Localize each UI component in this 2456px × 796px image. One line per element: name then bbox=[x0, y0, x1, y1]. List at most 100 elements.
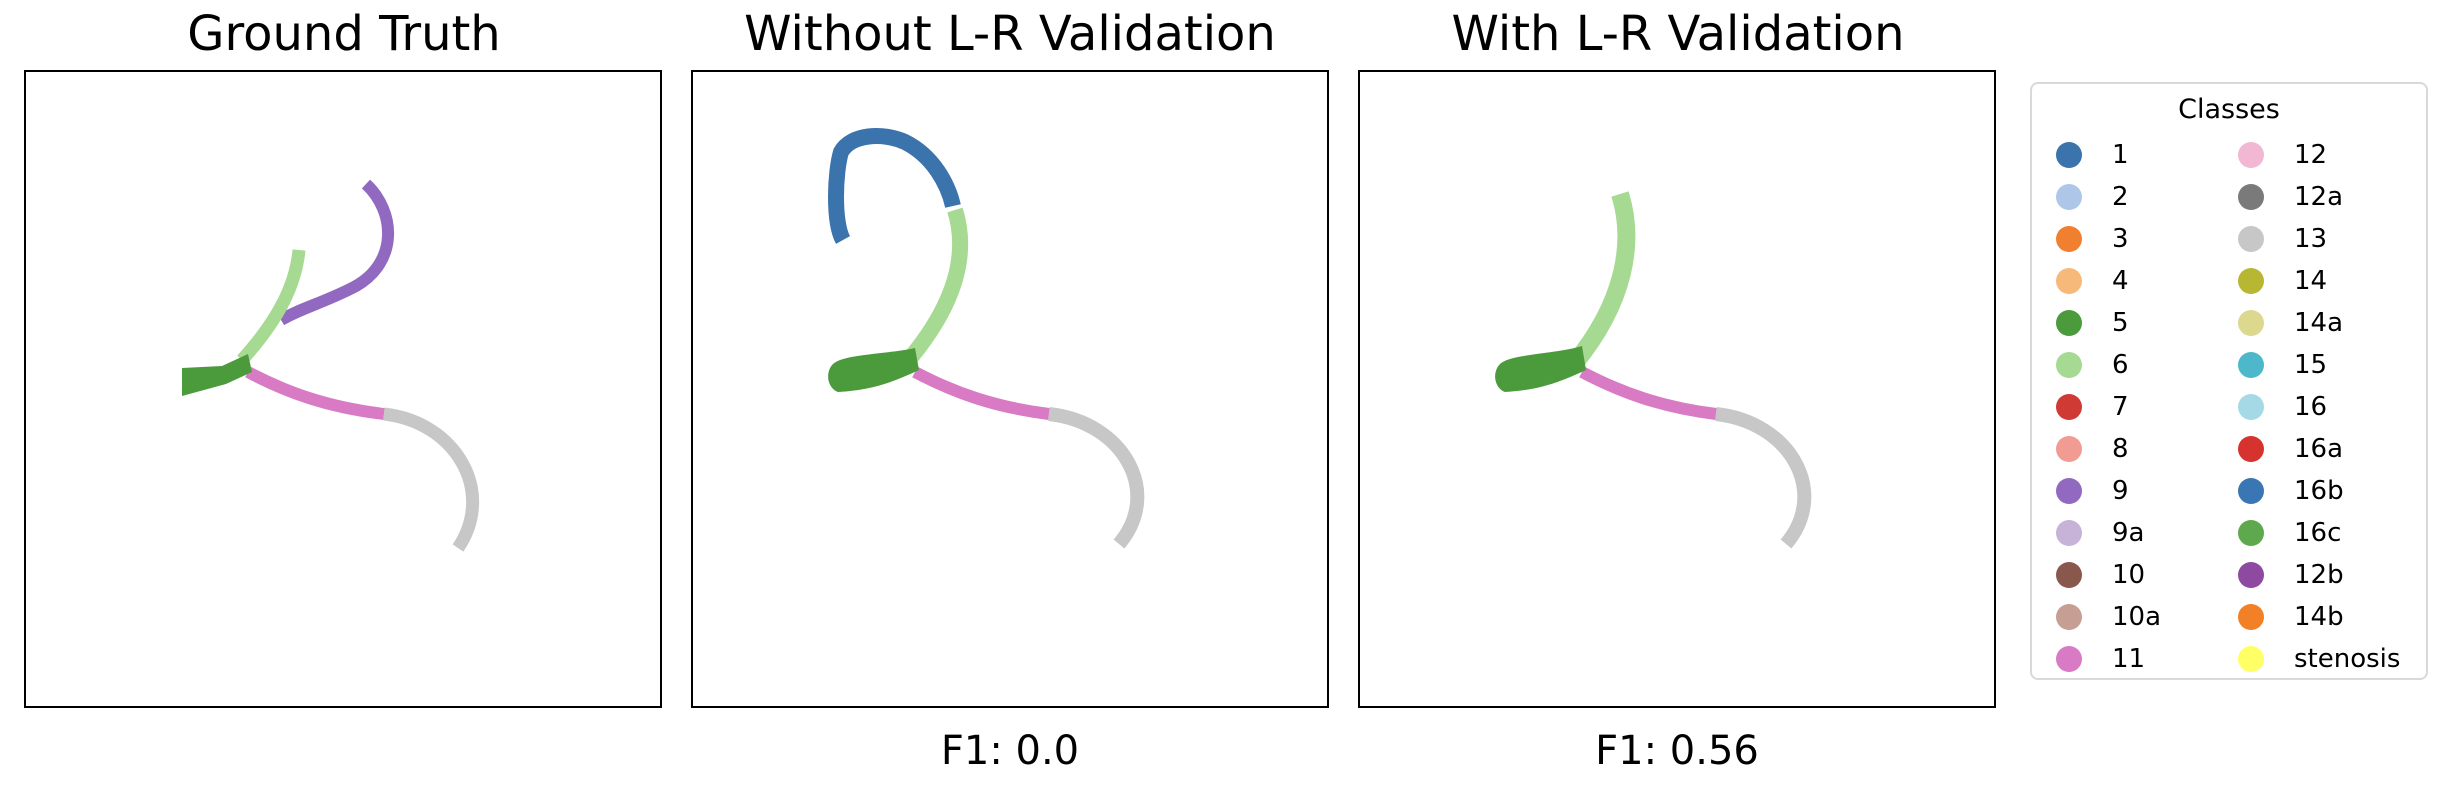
legend-item: 10 bbox=[2056, 554, 2161, 596]
legend-item: 16 bbox=[2238, 386, 2400, 428]
legend-label: 16b bbox=[2294, 476, 2344, 506]
panel-with-lr bbox=[1358, 70, 1996, 708]
legend-label: 2 bbox=[2112, 182, 2129, 212]
panel-title-without-lr: Without L-R Validation bbox=[744, 6, 1276, 62]
legend-swatch bbox=[2056, 142, 2082, 168]
legend-item: stenosis bbox=[2238, 638, 2400, 680]
legend-item: 14b bbox=[2238, 596, 2400, 638]
legend-swatch bbox=[2056, 268, 2082, 294]
legend-item: 9 bbox=[2056, 470, 2161, 512]
legend-item: 10a bbox=[2056, 596, 2161, 638]
legend-label: 1 bbox=[2112, 140, 2129, 170]
legend-item: 16b bbox=[2238, 470, 2400, 512]
vessel-segment-5 bbox=[1495, 346, 1586, 392]
vessel-segment-6 bbox=[900, 207, 969, 368]
vessel-segmentation-with-lr bbox=[1495, 191, 1812, 549]
legend-label: 16c bbox=[2294, 518, 2342, 548]
f1-score-with-lr: F1: 0.56 bbox=[1595, 728, 1759, 774]
legend-label: 10 bbox=[2112, 560, 2146, 590]
legend-item: 16a bbox=[2238, 428, 2400, 470]
legend-item: 4 bbox=[2056, 260, 2161, 302]
legend-label: stenosis bbox=[2294, 644, 2401, 674]
legend-swatch bbox=[2238, 394, 2264, 420]
legend-label: 13 bbox=[2294, 224, 2328, 254]
legend-swatch bbox=[2238, 520, 2264, 546]
legend-swatch bbox=[2238, 646, 2264, 672]
legend-item: 1 bbox=[2056, 134, 2161, 176]
vessel-segment-5 bbox=[828, 348, 919, 392]
vessel-segmentation-without-lr bbox=[828, 128, 1145, 549]
vessel-segment-11 bbox=[912, 366, 1050, 420]
panel-ground-truth bbox=[24, 70, 662, 708]
legend-label: 14a bbox=[2294, 308, 2344, 338]
legend-label: 9 bbox=[2112, 476, 2129, 506]
legend-item: 9a bbox=[2056, 512, 2161, 554]
legend-label: 16 bbox=[2294, 392, 2328, 422]
legend-item: 12b bbox=[2238, 554, 2400, 596]
legend-item: 7 bbox=[2056, 386, 2161, 428]
legend-swatch bbox=[2238, 562, 2264, 588]
legend-label: 11 bbox=[2112, 644, 2146, 674]
legend-item: 2 bbox=[2056, 176, 2161, 218]
vessel-segmentation-ground-truth bbox=[182, 179, 480, 552]
vessel-segment-1 bbox=[828, 128, 961, 244]
legend-swatch bbox=[2056, 562, 2082, 588]
legend-swatch bbox=[2056, 352, 2082, 378]
legend-item: 11 bbox=[2056, 638, 2161, 680]
vessel-segment-13 bbox=[383, 407, 480, 552]
legend-swatch bbox=[2238, 352, 2264, 378]
legend-swatch bbox=[2238, 310, 2264, 336]
legend-title: Classes bbox=[2178, 94, 2280, 125]
legend-swatch bbox=[2056, 184, 2082, 210]
legend-swatch bbox=[2056, 310, 2082, 336]
legend-swatch bbox=[2056, 604, 2082, 630]
vessel-segment-11 bbox=[245, 366, 385, 420]
panel-title-with-lr: With L-R Validation bbox=[1451, 6, 1905, 62]
legend-label: 12b bbox=[2294, 560, 2344, 590]
legend-swatch bbox=[2238, 268, 2264, 294]
legend-label: 4 bbox=[2112, 266, 2129, 296]
legend-item: 15 bbox=[2238, 344, 2400, 386]
legend-item: 8 bbox=[2056, 428, 2161, 470]
legend-label: 16a bbox=[2294, 434, 2344, 464]
legend-item: 6 bbox=[2056, 344, 2161, 386]
legend-label: 8 bbox=[2112, 434, 2129, 464]
legend-label: 15 bbox=[2294, 350, 2328, 380]
legend-label: 12a bbox=[2294, 182, 2344, 212]
vessel-segment-9 bbox=[277, 179, 394, 326]
legend-item: 16c bbox=[2238, 512, 2400, 554]
legend-column-1: 1 2 3 4 5 6 7 8 9 9a 10 10a 11 bbox=[2056, 134, 2161, 680]
legend-swatch bbox=[2238, 478, 2264, 504]
legend-label: 7 bbox=[2112, 392, 2129, 422]
legend-item: 3 bbox=[2056, 218, 2161, 260]
legend-swatch bbox=[2056, 394, 2082, 420]
vessel-segment-5 bbox=[182, 354, 252, 396]
legend-swatch bbox=[2056, 520, 2082, 546]
legend-swatch bbox=[2056, 646, 2082, 672]
panel-without-lr bbox=[691, 70, 1329, 708]
vessel-segment-13 bbox=[1715, 407, 1812, 549]
legend-swatch bbox=[2238, 604, 2264, 630]
legend-swatch bbox=[2238, 226, 2264, 252]
vessel-segment-11 bbox=[1579, 366, 1717, 420]
legend-label: 10a bbox=[2112, 602, 2162, 632]
legend-swatch bbox=[2056, 226, 2082, 252]
vessel-segment-13 bbox=[1048, 407, 1145, 549]
legend-label: 5 bbox=[2112, 308, 2129, 338]
legend-label: 12 bbox=[2294, 140, 2328, 170]
legend-swatch bbox=[2238, 142, 2264, 168]
vessel-segment-6 bbox=[1567, 191, 1636, 370]
legend-item: 14a bbox=[2238, 302, 2400, 344]
legend-swatch bbox=[2056, 478, 2082, 504]
legend-label: 9a bbox=[2112, 518, 2145, 548]
legend-item: 5 bbox=[2056, 302, 2161, 344]
legend-item: 13 bbox=[2238, 218, 2400, 260]
classes-legend: Classes 1 2 3 4 5 6 7 8 9 9a 10 10a 11 12 12a 13 14 14a 1… bbox=[2030, 82, 2428, 680]
vessel-segment-6 bbox=[237, 249, 306, 365]
legend-label: 3 bbox=[2112, 224, 2129, 254]
legend-label: 6 bbox=[2112, 350, 2129, 380]
legend-label: 14 bbox=[2294, 266, 2328, 296]
legend-item: 14 bbox=[2238, 260, 2400, 302]
legend-item: 12 bbox=[2238, 134, 2400, 176]
legend-label: 14b bbox=[2294, 602, 2344, 632]
